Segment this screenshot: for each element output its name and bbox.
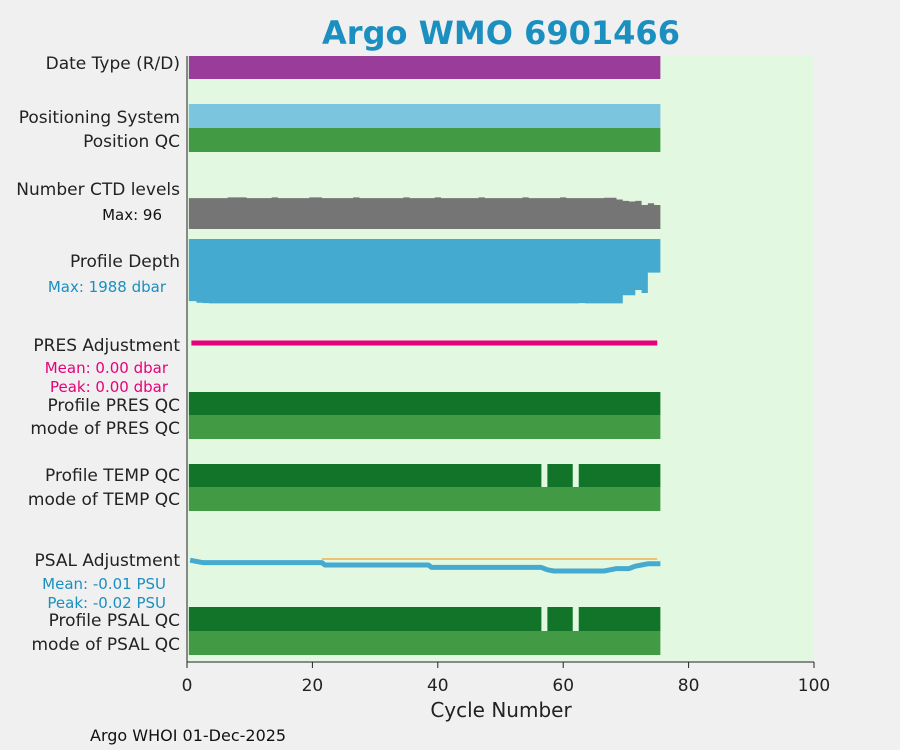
label-positioning-system: Positioning System [19,108,180,128]
chart-title: Argo WMO 6901466 [322,14,680,52]
label-date-type: Date Type (R/D) [46,54,180,74]
x-tick-label-80: 80 [678,676,700,696]
row-labels: Date Type (R/D) Positioning System Posit… [16,54,180,655]
label-psal-adjustment: PSAL Adjustment [35,551,181,571]
bar-date-type-r-d [188,56,661,79]
x-tick-label-60: 60 [552,676,574,696]
pres-adjustment-mean: Mean: 0.00 dbar [45,359,169,377]
label-number-ctd-levels: Number CTD levels [16,180,180,200]
label-position-qc: Position QC [83,132,180,152]
psal-adjustment-mean: Mean: -0.01 PSU [42,575,166,593]
psal-adjustment-peak: Peak: -0.02 PSU [47,594,166,612]
psal-adjustment-line [189,557,661,574]
footer-credit: Argo WHOI 01-Dec-2025 [90,726,286,745]
x-axis-label: Cycle Number [430,698,572,722]
label-mode-temp-qc: mode of TEMP QC [28,490,180,510]
label-profile-depth: Profile Depth [70,252,180,272]
label-pres-adjustment: PRES Adjustment [33,336,180,356]
pres-adjustment-peak: Peak: 0.00 dbar [50,378,169,396]
bar-position-qc [188,128,661,152]
x-axis: Cycle Number 0 20 40 60 80 100 [182,56,830,722]
x-tick-label-20: 20 [302,676,324,696]
bar-mode-of-temp-qc [188,487,661,511]
profile-depth-max: Max: 1988 dbar [48,278,167,296]
label-profile-temp-qc: Profile TEMP QC [45,466,180,486]
bar-profile-pres-qc [188,392,661,415]
x-tick-label-100: 100 [798,676,830,696]
label-mode-psal-qc: mode of PSAL QC [31,635,180,655]
label-mode-pres-qc: mode of PRES QC [30,419,180,439]
qc-gap-cycle-62 [572,464,579,487]
bar-profile-psal-qc [188,607,661,631]
x-tick-label-0: 0 [182,676,193,696]
qc-gap-cycle-62 [572,607,579,631]
label-profile-psal-qc: Profile PSAL QC [49,611,180,631]
profile-depth-area [188,239,661,304]
qc-gap-cycle-57 [541,464,548,487]
bar-mode-of-psal-qc [188,631,661,655]
x-tick-label-40: 40 [427,676,449,696]
qc-gap-cycle-57 [541,607,548,631]
ctd-levels-area [188,197,661,229]
ctd-levels-max: Max: 96 [102,206,162,224]
label-profile-pres-qc: Profile PRES QC [47,396,180,416]
bar-mode-of-pres-qc [188,415,661,439]
bar-profile-temp-qc [188,464,661,487]
bar-positioning-system [188,104,661,128]
plot-marks [188,56,661,655]
